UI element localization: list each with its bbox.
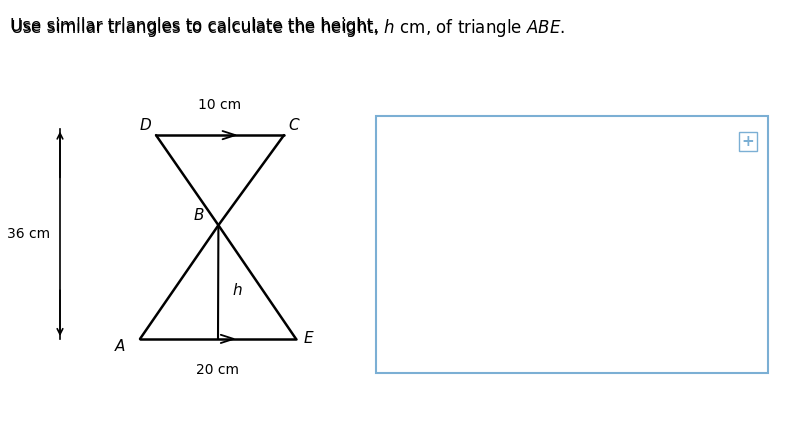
Text: D: D xyxy=(140,118,152,133)
Text: B: B xyxy=(194,208,204,223)
Text: A: A xyxy=(115,339,126,354)
Text: 20 cm: 20 cm xyxy=(197,363,239,377)
Text: Use similar triangles to calculate the height,: Use similar triangles to calculate the h… xyxy=(0,428,1,429)
Text: 10 cm: 10 cm xyxy=(198,97,242,112)
Text: C: C xyxy=(288,118,299,133)
Text: h: h xyxy=(232,283,242,298)
Text: Use similar triangles to calculate the height, $\mathit{h}$ cm, of triangle $\ma: Use similar triangles to calculate the h… xyxy=(10,17,565,39)
Bar xyxy=(376,116,768,373)
Text: +: + xyxy=(742,134,754,149)
Text: 36 cm: 36 cm xyxy=(7,227,50,241)
Text: E: E xyxy=(303,332,313,346)
Text: Use similar triangles to calculate the height,: Use similar triangles to calculate the h… xyxy=(10,17,383,35)
